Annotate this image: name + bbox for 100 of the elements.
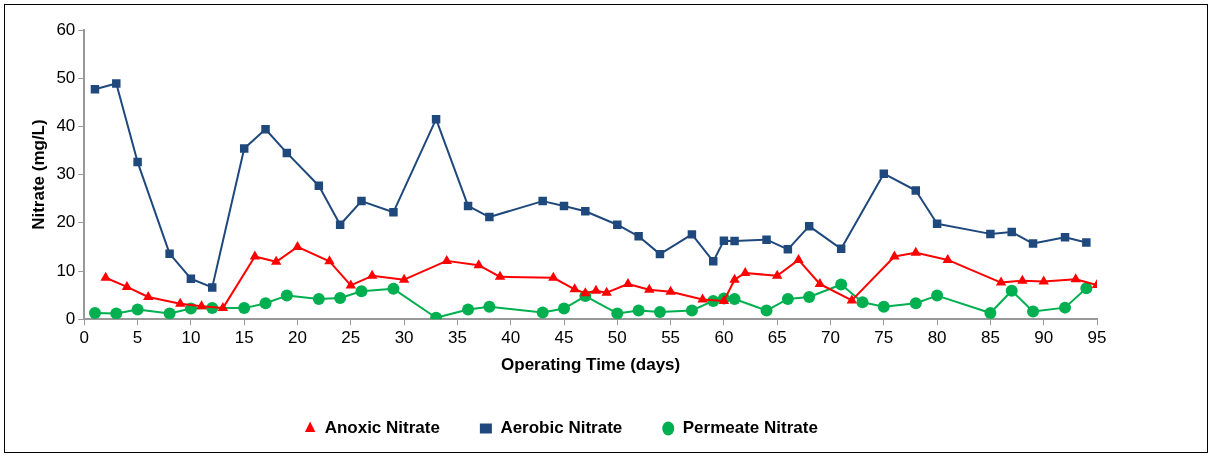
point (1017, 274, 1028, 284)
point (653, 305, 666, 318)
point (995, 276, 1007, 286)
point (846, 294, 858, 304)
point (644, 283, 655, 293)
x-tick-label: 15 (234, 328, 254, 348)
point (175, 297, 186, 307)
point (590, 284, 602, 294)
x-tick-label: 70 (821, 328, 840, 348)
point (601, 286, 612, 296)
point (910, 246, 921, 256)
point (100, 271, 111, 281)
x-tick-label: 65 (767, 328, 787, 348)
point (580, 287, 591, 297)
point (366, 269, 378, 279)
point (685, 304, 698, 317)
point (986, 229, 995, 239)
x-tick-label: 85 (980, 328, 1000, 348)
x-tick-label: 45 (554, 328, 574, 348)
point (494, 270, 506, 280)
point (931, 289, 944, 302)
point (772, 269, 783, 279)
y-tick-label: 20 (56, 212, 76, 232)
point (581, 206, 590, 216)
point (719, 236, 729, 245)
point (473, 259, 484, 269)
point (634, 232, 643, 241)
point (803, 291, 816, 304)
point (558, 302, 571, 315)
point (548, 271, 559, 281)
point (613, 220, 622, 229)
point (88, 306, 101, 319)
x-tick-label: 40 (501, 328, 521, 348)
x-tick-label: 20 (288, 328, 307, 348)
y-tick-label: 0 (65, 308, 76, 328)
point (485, 212, 494, 222)
point (1059, 301, 1072, 314)
x-tick-label: 30 (394, 328, 414, 348)
point (1005, 284, 1018, 297)
point (261, 125, 270, 134)
point (856, 296, 869, 309)
point (335, 220, 345, 229)
point (110, 307, 123, 320)
point (1080, 282, 1093, 295)
point (730, 236, 739, 246)
point (441, 254, 452, 264)
x-tick-label: 10 (181, 328, 201, 348)
point (270, 255, 282, 265)
point (889, 250, 900, 260)
x-tick-label: 50 (607, 328, 627, 348)
point (1070, 273, 1081, 283)
x-tick-label: 0 (79, 328, 90, 348)
x-tick-label: 90 (1034, 328, 1054, 348)
point (163, 307, 176, 320)
point (909, 297, 922, 310)
point (217, 302, 229, 312)
point (632, 304, 645, 317)
point (324, 255, 335, 265)
point (280, 289, 293, 302)
point (783, 245, 793, 254)
point (911, 186, 921, 195)
point (814, 278, 826, 288)
point (462, 303, 475, 316)
y-tick-label: 50 (56, 67, 76, 87)
point (1007, 227, 1016, 237)
point (1038, 275, 1049, 285)
point (740, 266, 751, 276)
point (942, 253, 953, 263)
point (112, 79, 121, 88)
point (143, 291, 154, 301)
point (1060, 233, 1070, 242)
point (207, 283, 217, 292)
y-tick-label: 30 (56, 164, 76, 184)
x-tick-label: 35 (447, 328, 467, 348)
point (355, 285, 368, 298)
point (314, 181, 324, 190)
point (687, 230, 697, 239)
point (729, 273, 740, 283)
point (835, 278, 848, 291)
point (728, 292, 741, 305)
point (389, 207, 398, 217)
point (131, 303, 144, 316)
point (622, 278, 634, 288)
point (760, 304, 773, 317)
point (1028, 239, 1038, 248)
point (877, 300, 890, 313)
point (709, 257, 718, 266)
legend-label: Permeate Nitrate (682, 418, 818, 438)
x-tick-label: 5 (132, 328, 143, 348)
point (387, 282, 400, 295)
point (483, 300, 496, 313)
x-axis-title: Operating Time (days) (501, 355, 681, 375)
point (239, 144, 249, 153)
x-tick-label: 80 (927, 328, 947, 348)
point (793, 253, 804, 263)
point (312, 292, 325, 305)
y-tick-label: 60 (56, 19, 76, 39)
legend-label: Anoxic Nitrate (324, 418, 440, 438)
point (1027, 305, 1040, 318)
point (536, 306, 549, 319)
